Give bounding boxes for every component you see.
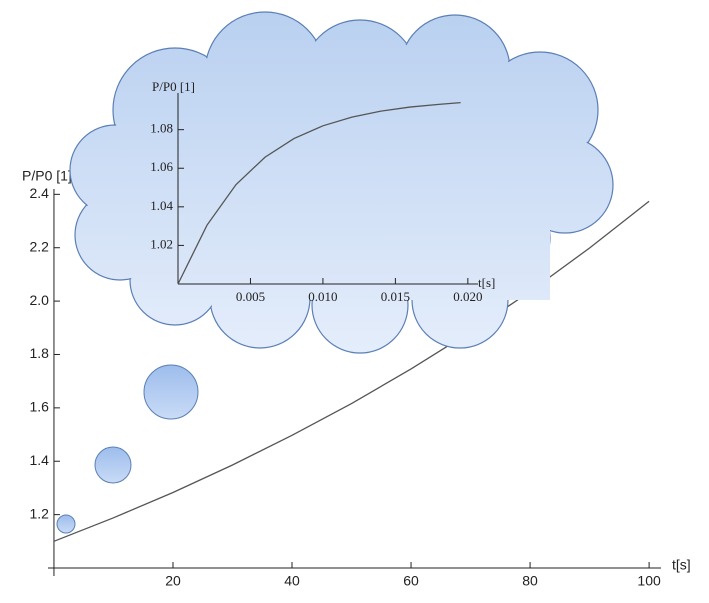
y-tick-label: 1.2 — [29, 505, 49, 521]
cloud-lobe — [76, 191, 164, 279]
y-tick-label: 1.06 — [150, 159, 173, 174]
y-tick-label: 2.4 — [29, 185, 49, 201]
x-tick-label: 20 — [165, 573, 181, 589]
cloud-core — [150, 100, 550, 300]
cloud-lobe — [401, 16, 509, 124]
y-tick-label: 1.08 — [150, 121, 173, 136]
bubble — [56, 514, 76, 534]
y-tick-label: 1.8 — [29, 345, 49, 361]
thought-bubbles — [56, 364, 199, 534]
y-axis-label: P/P0 [1] — [22, 168, 72, 184]
inset-plot: 0.005 0.010 0.015 0.020 1.02 1.04 1.06 1.08 P/P0… — [150, 79, 495, 304]
y-tick-label: 1.4 — [29, 452, 49, 468]
main-plot: 20 40 60 80 100 1.2 1.4 1.6 1.8 2.0 2.2 2.4P/P0 [1]… — [22, 168, 691, 589]
x-tick-label: 100 — [637, 573, 661, 589]
cloud-fill — [71, 13, 612, 352]
cloud — [69, 11, 614, 354]
y-tick-label: 1.04 — [150, 198, 173, 213]
x-axis-label: t[s] — [478, 275, 495, 290]
data-line — [177, 102, 461, 285]
y-tick-label: 2.0 — [29, 292, 49, 308]
x-tick-label: 40 — [284, 573, 300, 589]
y-axis-label: P/P0 [1] — [152, 79, 195, 94]
y-tick-label: 2.2 — [29, 238, 49, 254]
x-tick-label: 0.015 — [381, 289, 410, 304]
y-tick-label: 1.02 — [150, 236, 173, 251]
y-tick-label: 1.6 — [29, 399, 49, 415]
x-tick-label: 0.005 — [236, 289, 265, 304]
x-tick-label: 0.010 — [308, 289, 337, 304]
x-tick-label: 0.020 — [453, 289, 482, 304]
bubble — [94, 446, 132, 484]
x-axis-label: t[s] — [672, 557, 691, 573]
bubble — [143, 364, 199, 420]
x-tick-label: 60 — [403, 573, 419, 589]
x-tick-label: 80 — [522, 573, 538, 589]
